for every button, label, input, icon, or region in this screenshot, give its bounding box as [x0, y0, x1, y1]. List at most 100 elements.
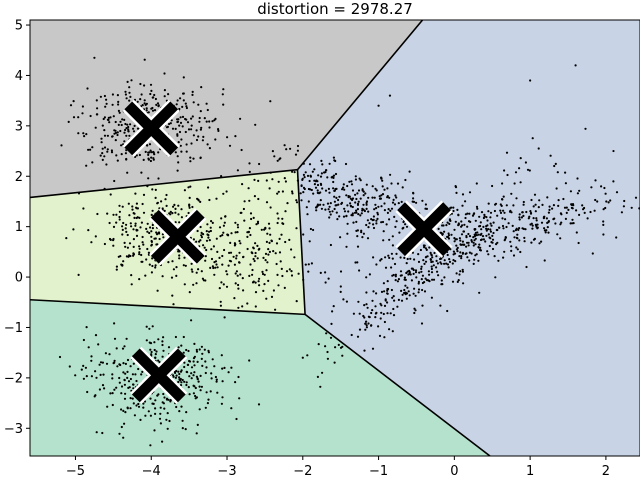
- data-point: [187, 211, 190, 215]
- data-point: [375, 292, 378, 295]
- data-point: [564, 171, 567, 174]
- data-point: [128, 242, 132, 245]
- data-point: [430, 267, 433, 271]
- data-point: [138, 245, 141, 248]
- data-point: [132, 402, 135, 405]
- data-point: [387, 254, 390, 257]
- data-point: [314, 206, 318, 209]
- data-point: [315, 179, 318, 182]
- data-point: [459, 251, 462, 254]
- data-point: [267, 222, 271, 225]
- data-point: [175, 405, 178, 409]
- data-point: [262, 289, 265, 292]
- data-point: [236, 226, 240, 229]
- data-point: [124, 90, 127, 93]
- data-point: [248, 274, 251, 277]
- data-point: [225, 285, 229, 288]
- data-point: [564, 217, 568, 220]
- data-point: [187, 128, 191, 131]
- data-point: [356, 235, 359, 238]
- data-point: [589, 210, 592, 214]
- data-point: [121, 118, 124, 121]
- data-point: [407, 290, 410, 293]
- data-point: [319, 271, 322, 274]
- data-point: [188, 291, 191, 294]
- data-point: [459, 239, 462, 242]
- data-point: [412, 192, 415, 195]
- data-point: [277, 190, 280, 193]
- data-point: [485, 229, 488, 232]
- data-point: [386, 187, 389, 190]
- data-point: [516, 233, 519, 236]
- data-point: [443, 259, 446, 262]
- data-point: [332, 187, 335, 190]
- data-point: [230, 366, 233, 369]
- data-point: [445, 224, 448, 227]
- data-point: [110, 149, 113, 152]
- data-point: [249, 263, 252, 266]
- data-point: [458, 273, 461, 276]
- data-point: [163, 209, 166, 212]
- data-point: [389, 173, 392, 176]
- data-point: [295, 199, 298, 202]
- data-point: [115, 268, 118, 271]
- data-point: [221, 380, 224, 383]
- data-point: [391, 201, 395, 204]
- data-point: [554, 222, 557, 225]
- data-point: [192, 101, 195, 104]
- data-point: [253, 178, 256, 181]
- data-point: [207, 349, 210, 352]
- data-point: [443, 262, 446, 265]
- data-point: [119, 255, 122, 258]
- data-point: [334, 204, 337, 207]
- data-point: [199, 128, 202, 131]
- data-point: [396, 280, 399, 283]
- data-point: [392, 314, 396, 317]
- data-point: [230, 232, 233, 235]
- data-point: [515, 236, 519, 239]
- data-point: [191, 270, 194, 273]
- data-point: [246, 302, 249, 305]
- data-point: [392, 273, 395, 277]
- data-point: [213, 365, 216, 368]
- data-point: [470, 252, 473, 255]
- data-point: [117, 123, 120, 126]
- data-point: [182, 264, 185, 267]
- data-point: [162, 349, 165, 352]
- data-point: [522, 200, 525, 204]
- data-point: [421, 281, 424, 285]
- data-point: [277, 284, 280, 287]
- data-point: [424, 203, 427, 206]
- data-point: [480, 228, 483, 231]
- data-point: [562, 197, 565, 201]
- region-3: [30, 299, 490, 456]
- data-point: [120, 144, 123, 147]
- data-point: [388, 94, 392, 97]
- data-point: [402, 220, 405, 224]
- data-point: [94, 235, 97, 238]
- data-point: [177, 204, 180, 207]
- data-point: [339, 290, 342, 293]
- data-point: [172, 268, 175, 271]
- boundary-line-0: [30, 168, 298, 199]
- data-point: [158, 417, 162, 420]
- data-point: [123, 422, 126, 425]
- data-point: [95, 376, 98, 379]
- data-point: [257, 179, 260, 182]
- data-point: [529, 79, 532, 82]
- data-point: [188, 203, 191, 206]
- data-point: [116, 365, 119, 368]
- data-point: [472, 244, 475, 247]
- data-point: [474, 228, 477, 231]
- data-point: [365, 320, 368, 323]
- data-point: [403, 276, 406, 279]
- data-point: [197, 268, 200, 271]
- data-point: [178, 257, 181, 260]
- data-point: [196, 197, 199, 200]
- data-point: [316, 189, 319, 192]
- data-point: [308, 179, 311, 183]
- data-point: [446, 253, 449, 257]
- data-point: [313, 168, 316, 171]
- data-point: [441, 233, 444, 236]
- data-point: [192, 360, 195, 363]
